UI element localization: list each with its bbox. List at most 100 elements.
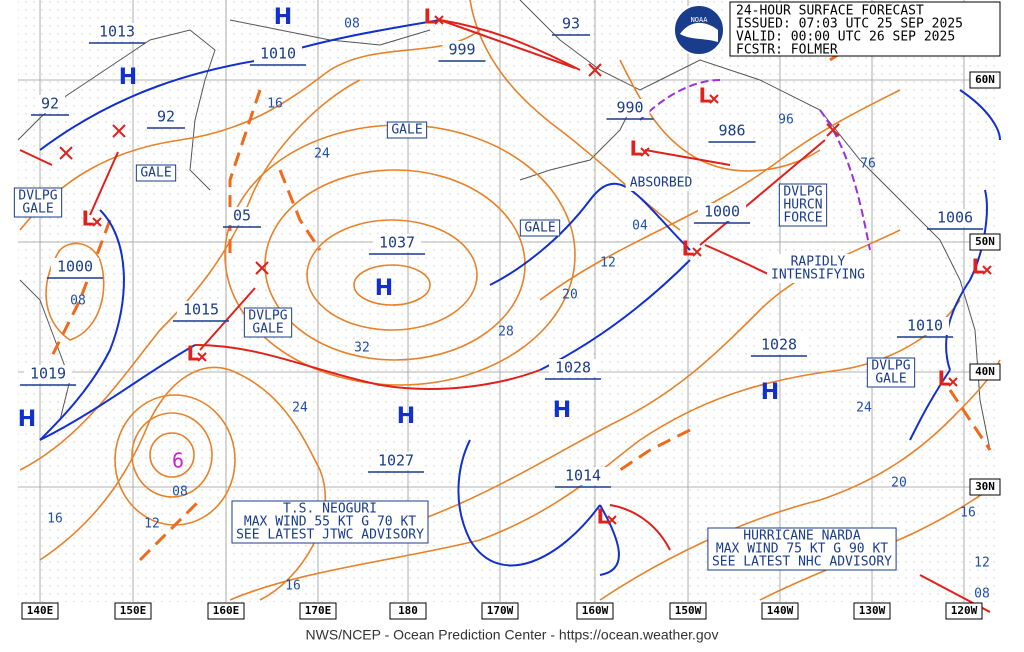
- low-cross: [948, 377, 958, 387]
- graticule: [18, 0, 1000, 602]
- boxed-note: DVLPG: [783, 185, 822, 200]
- lon-label: 150W: [675, 604, 702, 617]
- pressure-label-bg: [712, 122, 752, 140]
- boxed-note: HURCN: [783, 198, 822, 213]
- pressure-label-bg: [555, 15, 587, 33]
- boxed-note-group: GALE: [519, 219, 561, 237]
- lon-label: 150E: [120, 604, 147, 617]
- isobar-label: 20: [891, 476, 907, 491]
- lat-label: 40N: [975, 365, 995, 378]
- low-cross: [434, 15, 444, 25]
- lon-label: 180: [398, 604, 418, 617]
- pressure-label: 1010: [260, 45, 296, 63]
- low-center: L: [82, 207, 95, 231]
- boxed-note: GALE: [140, 166, 171, 181]
- pressure-label-bg: [226, 207, 258, 225]
- header-valid: VALID: 00:00 UTC 26 SEP 2025: [736, 30, 955, 45]
- lon-label-box: [114, 602, 152, 620]
- advisory-box: [231, 500, 429, 544]
- low-cross: [709, 94, 719, 104]
- pressure-label: 05: [233, 207, 251, 225]
- boxed-note-box: [135, 164, 177, 182]
- low-center: L: [938, 367, 951, 391]
- boxed-note: GALE: [391, 123, 422, 138]
- boxed-note-box: [243, 307, 293, 338]
- logo-text: NOAA: [691, 16, 709, 24]
- lat-label-box: [969, 478, 1001, 496]
- lon-label-box: [761, 602, 799, 620]
- labels: 140E 150E 160E 170E 180 170W 160W 150W 140W 130W 1…: [13, 5, 1001, 620]
- lat-label: 30N: [975, 480, 995, 493]
- pressure-label-bg: [150, 108, 182, 126]
- lon-label-box: [669, 602, 707, 620]
- lon-label: 130W: [859, 604, 886, 617]
- note: ABSORBED: [630, 176, 693, 191]
- lon-label: 140W: [767, 604, 794, 617]
- lat-label: 50N: [975, 235, 995, 248]
- low-center: L: [699, 84, 712, 108]
- boxed-note-box: [13, 187, 63, 218]
- pressure-label: 92: [157, 108, 175, 126]
- pressure-label-bg: [610, 99, 650, 117]
- pressure-label: 1013: [99, 23, 135, 41]
- note: INTENSIFYING: [771, 268, 865, 283]
- pressure-label-bg: [558, 467, 608, 485]
- pressure-label-bg: [930, 209, 980, 227]
- pressure-label: 1037: [379, 234, 415, 252]
- isobar-label: 24: [314, 147, 330, 162]
- pressure-label: 1000: [704, 203, 740, 221]
- footer: NWS/NCEP - Ocean Prediction Center - htt…: [306, 627, 719, 643]
- pressure-label-bg: [372, 234, 422, 252]
- lon-label-box: [21, 602, 59, 620]
- low-center: L: [424, 5, 437, 29]
- advisory: MAX WIND 75 KT G 90 KT: [716, 542, 888, 557]
- low-center: L: [682, 237, 695, 261]
- pressure-label: 1014: [565, 467, 601, 485]
- pressure-label-bg: [253, 45, 303, 63]
- high-center: H: [119, 65, 137, 90]
- pressure-label: 1000: [57, 258, 93, 276]
- high-center: H: [375, 276, 393, 301]
- pressure-label-bg: [34, 95, 66, 113]
- advisory: SEE LATEST NHC ADVISORY: [712, 555, 892, 570]
- low-cross: [982, 265, 992, 275]
- advisory-box: [707, 527, 897, 571]
- header-box: NOAA 24-HOUR SURFACE FORECAST ISSUED: 07…: [673, 1, 1001, 58]
- pressure-label: 999: [448, 41, 475, 59]
- low-center: L: [630, 137, 643, 161]
- isobar-label: 12: [144, 517, 160, 532]
- pressure-label-bg: [697, 203, 747, 221]
- lon-label-box: [389, 602, 427, 620]
- boxed-note: GALE: [524, 221, 555, 236]
- note: RAPIDLY: [791, 255, 846, 270]
- pressure-label: 92: [41, 95, 59, 113]
- isobar-label: 08: [974, 587, 990, 602]
- boxed-note: GALE: [875, 372, 906, 387]
- isobar-label: 24: [856, 401, 872, 416]
- note-box: [625, 175, 697, 191]
- isobar-label: 08: [344, 17, 360, 32]
- boxed-note-group: GALE: [386, 121, 428, 139]
- low-cross: [197, 352, 207, 362]
- isobar-label: 32: [354, 341, 370, 356]
- isobar-label: 12: [974, 556, 990, 571]
- high-center: H: [397, 404, 415, 429]
- boxed-note-box: [778, 183, 828, 227]
- boxed-note: DVLPG: [248, 309, 287, 324]
- pressure-label: 93: [562, 15, 580, 33]
- advisory: T.S. NEOGURI: [283, 502, 377, 517]
- lat-label-box: [969, 363, 1001, 381]
- isobar-label: 12: [600, 256, 616, 271]
- low-cross: [640, 147, 650, 157]
- lon-label: 120W: [951, 604, 978, 617]
- pressure-label: 1028: [555, 359, 591, 377]
- high-center: H: [18, 407, 36, 432]
- map-background: [18, 0, 1000, 602]
- pressure-label: 1010: [907, 317, 943, 335]
- boxed-note-box: [386, 121, 428, 139]
- lon-label: 160W: [582, 604, 609, 617]
